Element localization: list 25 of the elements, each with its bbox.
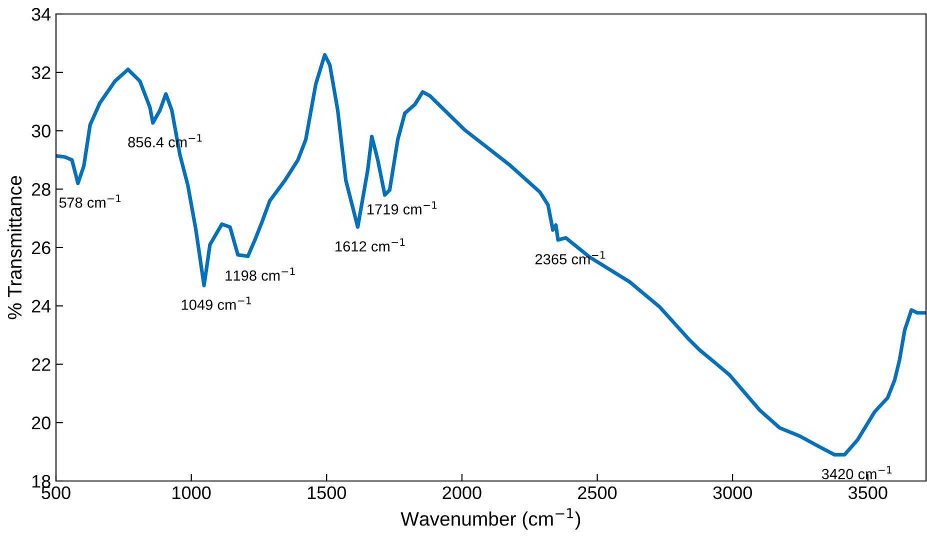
y-tick-label: 20 <box>32 416 50 430</box>
y-tick-label: 24 <box>32 300 51 312</box>
x-tick-label: 3500 <box>848 486 888 500</box>
x-tick-label: 2000 <box>442 486 482 500</box>
y-tick-label: 26 <box>32 241 50 254</box>
y-tick-label: 28 <box>32 183 50 196</box>
annotation: 1719 cm$^{−1}$ <box>367 201 437 214</box>
x-tick-label: 3000 <box>713 486 752 500</box>
line-series <box>56 53 926 457</box>
y-tick-label: 30 <box>32 124 50 138</box>
y-tick-label: 32 <box>32 66 50 80</box>
annotation: 1612 cm$^{−1}$ <box>336 238 405 252</box>
annotation: 578 cm$^{−1}$ <box>59 194 121 208</box>
x-tick-label: 1000 <box>172 486 211 500</box>
y-tick-label: 34 <box>32 8 51 21</box>
y-tick-label: 22 <box>32 358 50 371</box>
annotation: 2365 cm$^{−1}$ <box>535 251 605 264</box>
annotation: 1049 cm$^{−1}$ <box>182 296 251 310</box>
annotation: 1198 cm$^{−1}$ <box>226 268 295 281</box>
annotation: 3420 cm$^{−1}$ <box>822 466 892 480</box>
x-axis-title: Wavenumber (cm$^{−1}$) <box>400 508 580 530</box>
x-tick-label: 500 <box>42 486 70 500</box>
x-tick-label: 1500 <box>308 486 346 500</box>
y-axis-title: % Transmittance <box>7 176 22 320</box>
x-tick-label: 2500 <box>578 486 617 500</box>
